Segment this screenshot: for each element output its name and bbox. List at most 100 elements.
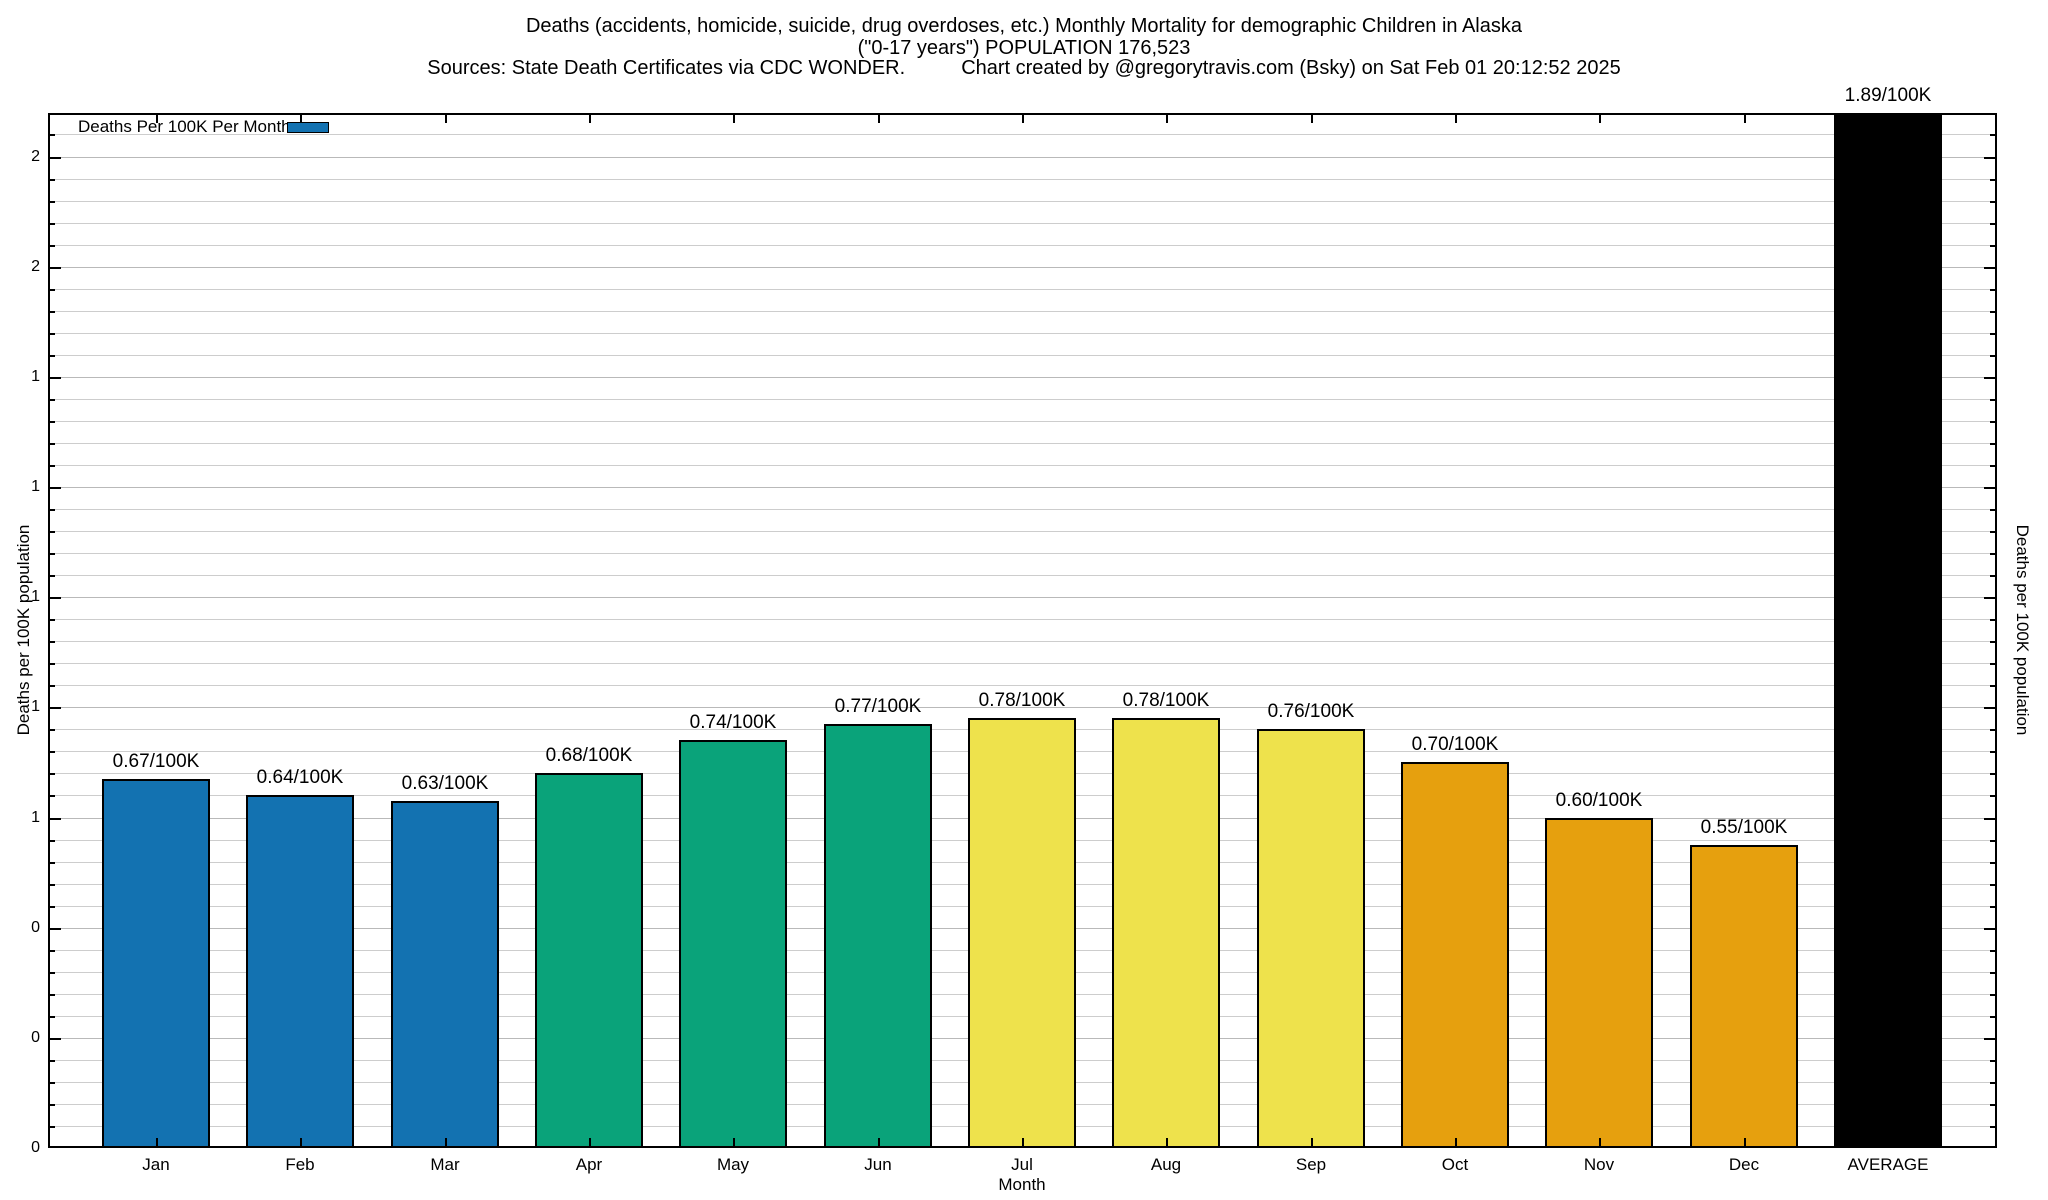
major-gridline [50, 487, 1995, 488]
bar-may [679, 740, 787, 1148]
x-tick-top [1455, 115, 1457, 123]
legend-label: Deaths Per 100K Per Month [78, 117, 291, 136]
y-tick-right [1990, 1060, 1995, 1062]
y-tick-right [1990, 443, 1995, 445]
x-tick-bottom [1455, 1138, 1457, 1146]
y-tick-right [1984, 377, 1995, 379]
bar-value-label: 0.68/100K [545, 745, 633, 766]
minor-gridline [50, 685, 1995, 686]
y-tick-left [50, 201, 55, 203]
x-tick-top [733, 115, 735, 123]
y-tick-right [1990, 201, 1995, 203]
y-tick-right [1990, 972, 1995, 974]
chart-subtitle: Sources: State Death Certificates via CD… [0, 56, 2048, 80]
y-tick-right [1990, 289, 1995, 291]
y-tick-left [50, 751, 55, 753]
y-tick-right [1984, 707, 1995, 709]
x-tick-bottom [733, 1138, 735, 1146]
y-tick-left [50, 399, 55, 401]
y-tick-right [1990, 840, 1995, 842]
y-tick-right [1990, 311, 1995, 313]
y-tick-right [1990, 773, 1995, 775]
bar-jul [968, 718, 1076, 1148]
x-tick-label-oct: Oct [1441, 1155, 1469, 1174]
y-tick-left [50, 575, 55, 577]
x-tick-top [878, 115, 880, 123]
y-tick-right [1990, 421, 1995, 423]
minor-gridline [50, 663, 1995, 664]
sources-text: Sources: State Death Certificates via CD… [427, 57, 906, 79]
y-tick-left [50, 465, 55, 467]
y-tick-right [1990, 729, 1995, 731]
x-tick-label-nov: Nov [1583, 1155, 1615, 1174]
x-tick-label-jan: Jan [142, 1155, 170, 1174]
y-tick-left [50, 1104, 55, 1106]
y-tick-right [1990, 884, 1995, 886]
y-tick-left [50, 707, 61, 709]
y-tick-left [50, 377, 61, 379]
y-tick-right [1990, 531, 1995, 533]
bar-value-label: 0.78/100K [1122, 690, 1210, 711]
x-tick-label-may: May [716, 1155, 750, 1174]
y-tick-left [50, 884, 55, 886]
y-tick-right [1990, 685, 1995, 687]
minor-gridline [50, 201, 1995, 202]
major-gridline [50, 707, 1995, 708]
y-tick-label: 0 [31, 1029, 40, 1046]
minor-gridline [50, 509, 1995, 510]
y-tick-left [50, 509, 55, 511]
bar-value-label: 0.55/100K [1700, 817, 1788, 838]
minor-gridline [50, 245, 1995, 246]
y-tick-left [50, 311, 55, 313]
y-tick-left [50, 1038, 61, 1040]
y-tick-right [1990, 245, 1995, 247]
y-tick-label: 2 [31, 148, 40, 165]
x-tick-label-jul: Jul [1011, 1155, 1033, 1174]
y-tick-left [50, 1016, 55, 1018]
y-tick-left [50, 289, 55, 291]
y-tick-right [1990, 1104, 1995, 1106]
bar-value-label: 0.78/100K [978, 690, 1066, 711]
bar-value-label: 0.60/100K [1555, 790, 1643, 811]
x-tick-bottom [1888, 1138, 1890, 1146]
y-tick-right [1984, 928, 1995, 930]
y-tick-left [50, 818, 61, 820]
x-tick-top [1599, 115, 1601, 123]
x-tick-label-sep: Sep [1295, 1155, 1327, 1174]
bar-value-label: 0.70/100K [1411, 734, 1499, 755]
y-tick-right [1984, 597, 1995, 599]
y-tick-left [50, 553, 55, 555]
bar-value-label: 0.67/100K [112, 751, 200, 772]
minor-gridline [50, 179, 1995, 180]
bar-jan [102, 779, 210, 1148]
bar-sep [1257, 729, 1365, 1148]
y-tick-left [50, 972, 55, 974]
x-tick-label-dec: Dec [1728, 1155, 1760, 1174]
bar-jun [824, 724, 932, 1148]
y-tick-left [50, 906, 55, 908]
major-gridline [50, 267, 1995, 268]
minor-gridline [50, 619, 1995, 620]
minor-gridline [50, 553, 1995, 554]
minor-gridline [50, 531, 1995, 532]
y-tick-label: 2 [31, 258, 40, 275]
x-tick-bottom [589, 1138, 591, 1146]
y-tick-label: 1 [31, 478, 40, 495]
bar-aug [1112, 718, 1220, 1148]
bar-mar [391, 801, 499, 1148]
x-tick-label-apr: Apr [575, 1155, 603, 1174]
y-tick-right [1984, 157, 1995, 159]
x-tick-label-jun: Jun [864, 1155, 892, 1174]
bar-value-label: 0.74/100K [689, 712, 777, 733]
x-tick-label-feb: Feb [285, 1155, 315, 1174]
bar-value-label: 0.64/100K [256, 767, 344, 788]
y-tick-label: 1 [31, 368, 40, 385]
chart-title-line2: ("0-17 years") POPULATION 176,523 [857, 37, 1191, 59]
minor-gridline [50, 311, 1995, 312]
bar-oct [1401, 762, 1509, 1148]
x-tick-label-mar: Mar [430, 1155, 460, 1174]
y-tick-left [50, 619, 55, 621]
y-tick-right [1990, 906, 1995, 908]
x-tick-bottom [1744, 1138, 1746, 1146]
